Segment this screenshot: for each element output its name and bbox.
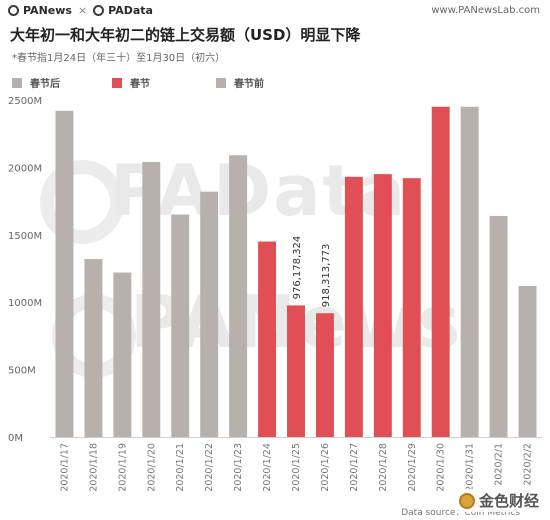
- brand-separator: ×: [77, 4, 88, 17]
- x-tick-label: 2020/1/26: [320, 443, 331, 492]
- bar-2020-1-30: [431, 106, 450, 438]
- bar-2020-1-24: [258, 241, 277, 437]
- y-tick-label: 2500M: [8, 96, 42, 107]
- x-tick-label: 2020/1/19: [117, 443, 128, 492]
- legend-item-after: 春节后: [12, 75, 60, 90]
- chart-title: 大年初一和大年初二的链上交易额（USD）明显下降: [10, 26, 361, 44]
- x-tick-label: 2020/1/21: [175, 443, 186, 492]
- y-tick-label: 1500M: [8, 231, 42, 242]
- brand-right: PAData: [108, 4, 153, 17]
- bar-2020-1-22: [200, 191, 219, 437]
- bar-2020-1-23: [229, 155, 248, 437]
- legend-label-festival: 春节: [130, 79, 150, 90]
- x-tick-label: 2020/1/18: [88, 443, 99, 492]
- x-tick-label: 2020/1/25: [291, 443, 302, 492]
- jinse-watermark: 金色财经: [455, 489, 542, 512]
- bar-2020-1-31: [460, 106, 479, 438]
- data-label: 918,313,773: [321, 244, 332, 308]
- legend-label-before: 春节前: [234, 79, 264, 90]
- legend-item-festival: 春节: [112, 75, 150, 90]
- bar-2020-1-27: [344, 176, 363, 437]
- bar-2020-1-28: [373, 174, 392, 437]
- x-tick-label: 2020/1/22: [204, 443, 215, 492]
- y-tick-label: 1000M: [8, 298, 42, 309]
- brand: PANews × PAData: [8, 4, 153, 17]
- bar-2020-1-20: [142, 162, 161, 437]
- site-url: www.PANewsLab.com: [431, 5, 540, 16]
- legend-swatch-after: [12, 77, 22, 88]
- x-tick-label: 2020/1/23: [233, 443, 244, 492]
- bar-2020-1-26: [315, 313, 334, 437]
- bar-2020-1-25: [287, 305, 305, 437]
- y-tick-label: 0M: [8, 433, 23, 444]
- x-tick-label: 2020/1/17: [59, 443, 70, 492]
- legend-swatch-before: [216, 77, 226, 88]
- y-tick-label: 500M: [8, 366, 36, 377]
- chart-subtitle: *春节指1月24日（年三十）至1月30日（初六）: [12, 53, 226, 64]
- bar-2020-1-21: [171, 214, 190, 437]
- x-tick-label: 2020/1/27: [349, 443, 360, 492]
- x-tick-label: 2020/1/28: [378, 443, 389, 492]
- jinse-label: 金色财经: [478, 492, 539, 510]
- bar-2020-1-29: [402, 178, 421, 437]
- bar-2020-2-1: [489, 215, 508, 437]
- jinse-coin-icon: [458, 492, 475, 509]
- x-tick-label: 2020/2/2: [523, 443, 534, 486]
- y-tick-label: 2000M: [8, 163, 42, 174]
- x-tick-label: 2020/2/1: [494, 443, 505, 486]
- panews-logo-icon: [8, 5, 19, 16]
- x-tick-label: 2020/1/30: [436, 443, 447, 492]
- bar-2020-1-19: [113, 272, 132, 437]
- bar-2020-2-2: [518, 286, 537, 437]
- legend-label-after: 春节后: [30, 79, 60, 90]
- data-label: 976,178,324: [292, 236, 303, 300]
- x-tick-label: 2020/1/31: [465, 443, 476, 492]
- legend-swatch-festival: [112, 77, 122, 88]
- padata-logo-icon: [93, 5, 105, 16]
- x-tick-label: 2020/1/24: [262, 443, 273, 492]
- x-tick-label: 2020/1/29: [407, 443, 418, 492]
- bar-2020-1-17: [55, 110, 74, 437]
- bar-2020-1-18: [84, 259, 103, 437]
- brand-left: PANews: [23, 4, 72, 17]
- data-source: Data source：Coin Metrics: [401, 508, 520, 518]
- top-bar: PANews × PAData www.PANewsLab.com: [0, 0, 550, 22]
- legend-item-before: 春节前: [216, 75, 264, 90]
- x-tick-label: 2020/1/20: [146, 443, 157, 492]
